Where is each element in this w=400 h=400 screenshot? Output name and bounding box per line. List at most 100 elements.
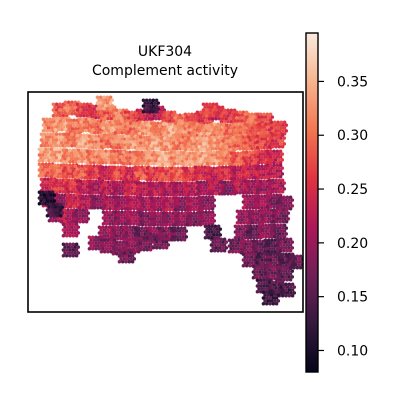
spot-point (58, 144, 62, 148)
spot-point (198, 148, 203, 152)
spot-point (115, 204, 119, 208)
spot-point (114, 152, 119, 156)
spot-point (236, 188, 241, 192)
spot-point (236, 171, 240, 175)
spot-point (76, 148, 81, 152)
spot-point (181, 199, 186, 203)
spot-point (72, 124, 76, 128)
spot-point (173, 217, 178, 221)
spot-point (183, 160, 187, 164)
spot-point (137, 117, 141, 121)
spot-point (178, 205, 183, 209)
spot-point (268, 241, 273, 245)
spot-point (264, 211, 269, 215)
spot-point (172, 172, 177, 176)
spot-point (102, 168, 107, 172)
spot-point (282, 291, 287, 295)
spot-point (250, 118, 254, 122)
spot-point (151, 240, 156, 244)
spot-point (259, 273, 264, 277)
spot-point (246, 135, 251, 139)
spot-point (207, 210, 212, 214)
spot-point (197, 210, 202, 214)
spot-point (268, 112, 273, 116)
spot-point (128, 201, 133, 205)
spot-point (162, 187, 167, 191)
spot-point (84, 214, 89, 218)
spot-point (150, 187, 155, 191)
spot-point (285, 266, 290, 270)
spot-point (244, 194, 249, 198)
spot-point (185, 115, 189, 119)
spot-point (138, 147, 143, 151)
spot-point (140, 138, 145, 142)
spot-point (271, 214, 276, 218)
spot-point (186, 142, 191, 146)
spot-point (63, 166, 67, 170)
spot-point (128, 231, 132, 235)
spot-point (246, 153, 251, 157)
spot-point (109, 129, 114, 133)
spot-point (97, 197, 102, 201)
spot-point (133, 124, 138, 128)
spot-point (164, 208, 169, 212)
spot-point (162, 193, 167, 197)
spot-point (140, 165, 144, 169)
spot-point (183, 169, 187, 173)
spot-point (148, 242, 153, 246)
spot-point (262, 185, 266, 189)
spot-point (282, 142, 287, 146)
spot-point (224, 145, 229, 149)
spot-point (287, 275, 291, 279)
spot-point (125, 189, 129, 193)
spot-point (272, 193, 276, 197)
spot-point (156, 211, 160, 215)
spot-point (188, 163, 192, 167)
spot-point (65, 109, 69, 113)
spot-point (108, 195, 112, 199)
spot-point (244, 264, 249, 268)
spot-point (207, 169, 211, 173)
spot-point (186, 181, 191, 185)
spot-point (125, 207, 130, 211)
spot-point (125, 143, 129, 147)
spot-point (129, 228, 134, 232)
spot-point (207, 117, 212, 121)
spot-point (132, 257, 137, 261)
spot-point (65, 141, 69, 145)
spot-point (277, 139, 282, 143)
spot-point (117, 174, 122, 178)
spot-point (71, 254, 76, 258)
spot-point (96, 131, 100, 135)
spot-point (73, 170, 78, 174)
spot-point (282, 285, 287, 289)
spot-point (96, 119, 100, 123)
spot-point (234, 244, 238, 248)
spot-point (176, 116, 181, 120)
spot-point (220, 177, 225, 181)
spot-point (164, 157, 168, 161)
spot-point (140, 132, 145, 136)
spot-point (269, 136, 273, 140)
spot-point (172, 156, 177, 160)
spot-point (249, 218, 253, 222)
spot-point (60, 116, 64, 120)
spot-point (232, 163, 237, 167)
spot-point (92, 137, 97, 141)
spot-point (202, 126, 207, 130)
spot-point (219, 168, 223, 172)
spot-point (191, 115, 196, 119)
spot-point (268, 205, 273, 209)
spot-point (251, 239, 256, 243)
plot-frame (27, 91, 304, 313)
spot-point (224, 246, 229, 250)
spot-point (198, 110, 203, 114)
spot-point (126, 238, 131, 242)
spot-point (145, 214, 150, 218)
spot-point (225, 159, 230, 163)
spot-point (202, 192, 206, 196)
spot-point (95, 244, 100, 248)
spot-point (118, 114, 122, 118)
spot-point (46, 120, 51, 124)
spot-point (109, 204, 114, 208)
